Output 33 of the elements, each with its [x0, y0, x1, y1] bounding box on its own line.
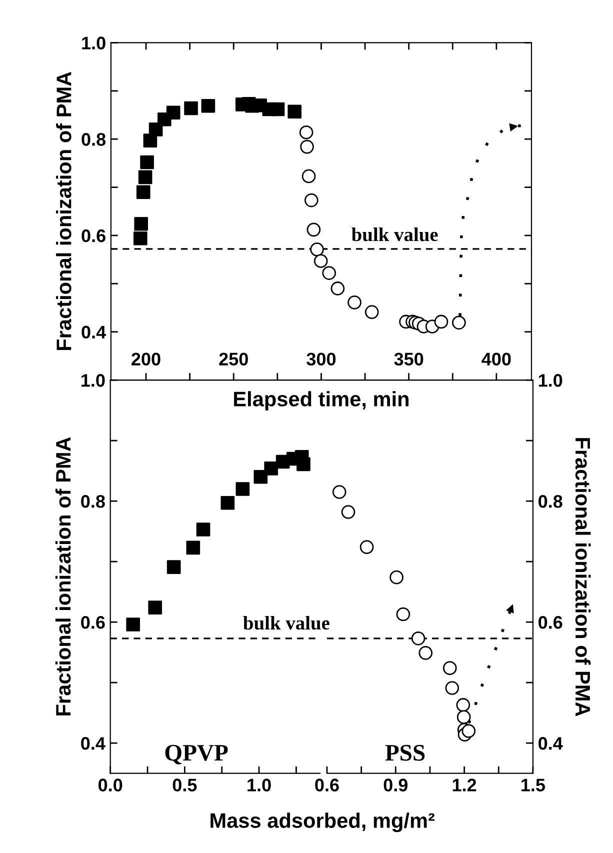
x-tick-label: 1.0 — [248, 778, 271, 792]
x-tick-label: 1.2 — [452, 778, 476, 792]
y2-tick-label: 0.6 — [538, 616, 562, 629]
y2-axis-title: Fractional ionization of PMA — [575, 438, 591, 716]
annotation: QPVP — [165, 744, 228, 764]
y-tick-label: 0.4 — [82, 326, 106, 339]
x-axis-title: Mass adsorbed, mg/m² — [210, 812, 435, 832]
y2-tick-label: 0.8 — [538, 495, 562, 508]
y-tick-label: 0.6 — [82, 229, 106, 242]
x-tick-label: 350 — [394, 352, 424, 366]
x-tick-label: 250 — [219, 352, 248, 366]
x-tick-label: 0.0 — [98, 778, 122, 792]
y-tick-label: 1.0 — [82, 36, 106, 50]
x-tick-label: 1.5 — [522, 778, 545, 792]
x-tick-label: 400 — [482, 352, 511, 366]
x-axis-title: Elapsed time, min — [234, 391, 408, 411]
y-axis-title: Fractional ionization of PMA — [56, 72, 72, 350]
x-tick-label: 0.6 — [315, 778, 339, 792]
x-tick-label: 0.9 — [384, 778, 408, 792]
y2-tick-label: 0.4 — [538, 737, 563, 750]
x-tick-label: 0.5 — [172, 778, 197, 792]
ref-line-label: bulk value — [352, 227, 438, 242]
y-tick-label: 0.8 — [82, 133, 106, 146]
ref-line-label: bulk value — [243, 616, 330, 630]
y2-tick-label: 1.0 — [538, 374, 562, 387]
annotation: PSS — [385, 744, 425, 761]
x-tick-label: 200 — [132, 352, 160, 366]
y-tick-label: 0.4 — [81, 737, 106, 750]
y-tick-label: 0.8 — [81, 495, 105, 508]
y-axis-title: Fractional ionization of PMA — [55, 437, 71, 716]
y-tick-label: 1.0 — [82, 374, 105, 387]
x-tick-label: 300 — [306, 352, 336, 366]
y-tick-label: 0.6 — [81, 616, 105, 629]
